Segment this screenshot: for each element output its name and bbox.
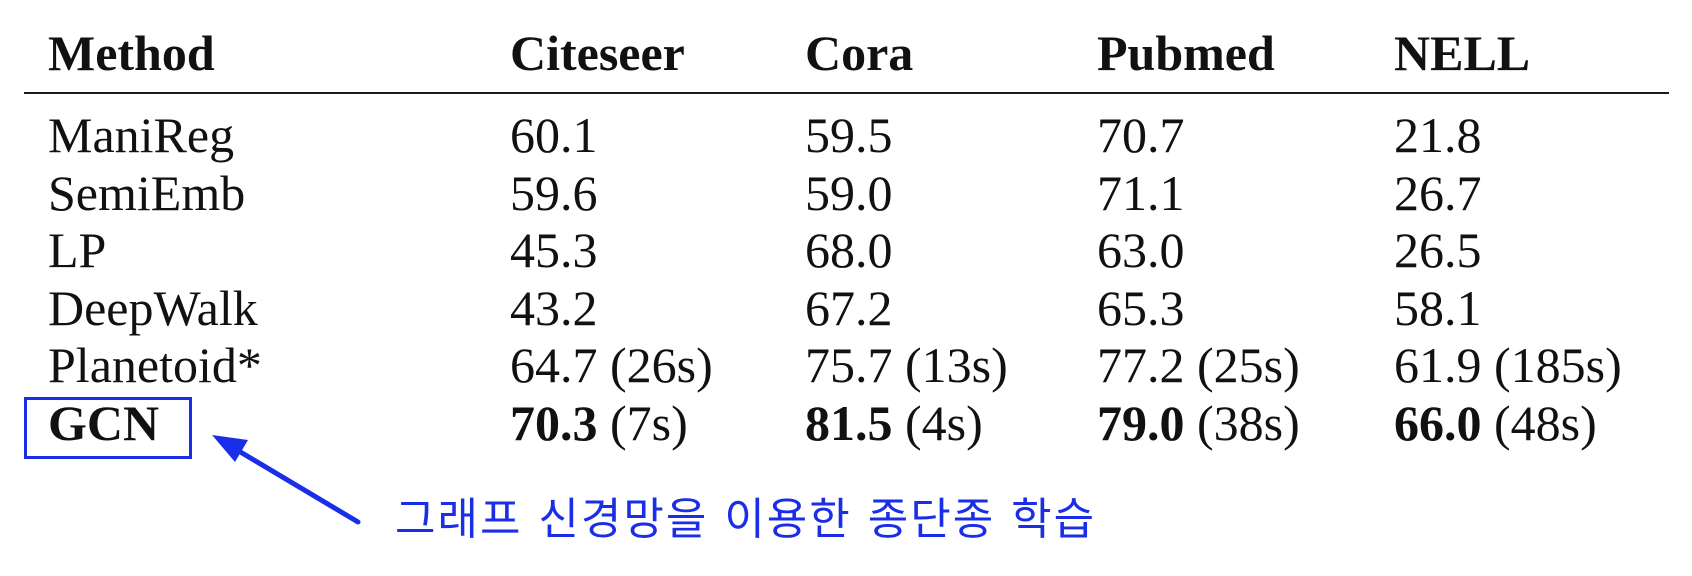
cell-pubmed: 71.1	[1097, 164, 1185, 222]
row-method: SemiEmb	[48, 165, 246, 221]
runtime: (4s)	[905, 395, 983, 451]
runtime: (48s)	[1494, 395, 1597, 451]
cell-citeseer: 45.3	[510, 221, 598, 279]
runtime: (25s)	[1197, 337, 1300, 393]
score: 71.1	[1097, 165, 1185, 221]
score: 26.7	[1394, 165, 1482, 221]
cell-nell: 66.0 (48s)	[1394, 394, 1597, 452]
score: 59.5	[805, 107, 893, 163]
cell-cora: 68.0	[805, 221, 893, 279]
score-best: 79.0	[1097, 395, 1185, 451]
row-method: ManiReg	[48, 107, 235, 163]
header-method: Method	[48, 25, 215, 81]
results-table: Method Citeseer Cora Pubmed NELL ManiReg…	[24, 25, 1669, 452]
cell-pubmed: 77.2 (25s)	[1097, 336, 1300, 394]
score: 26.5	[1394, 222, 1482, 278]
score: 21.8	[1394, 107, 1482, 163]
score: 60.1	[510, 107, 598, 163]
cell-citeseer: 70.3 (7s)	[510, 394, 688, 452]
cell-cora: 59.0	[805, 164, 893, 222]
cell-cora: 59.5	[805, 106, 893, 164]
cell-citeseer: 64.7 (26s)	[510, 336, 713, 394]
score: 64.7	[510, 337, 598, 393]
score: 63.0	[1097, 222, 1185, 278]
score-best: 70.3	[510, 395, 598, 451]
score: 77.2	[1097, 337, 1185, 393]
score: 75.7	[805, 337, 893, 393]
score: 61.9	[1394, 337, 1482, 393]
cell-pubmed: 63.0	[1097, 221, 1185, 279]
score: 67.2	[805, 280, 893, 336]
cell-pubmed: 65.3	[1097, 279, 1185, 337]
runtime: (38s)	[1197, 395, 1300, 451]
score: 70.7	[1097, 107, 1185, 163]
score: 58.1	[1394, 280, 1482, 336]
cell-nell: 26.7	[1394, 164, 1482, 222]
header-rule	[24, 92, 1669, 94]
cell-cora: 67.2	[805, 279, 893, 337]
row-method: LP	[48, 222, 107, 278]
runtime: (26s)	[610, 337, 713, 393]
cell-pubmed: 79.0 (38s)	[1097, 394, 1300, 452]
cell-citeseer: 43.2	[510, 279, 598, 337]
cell-nell: 21.8	[1394, 106, 1482, 164]
score: 45.3	[510, 222, 598, 278]
cell-cora: 75.7 (13s)	[805, 336, 1008, 394]
runtime: (13s)	[905, 337, 1008, 393]
score-best: 81.5	[805, 395, 893, 451]
score: 68.0	[805, 222, 893, 278]
row-method: Planetoid*	[48, 337, 262, 393]
header-pubmed: Pubmed	[1097, 25, 1275, 81]
score-best: 66.0	[1394, 395, 1482, 451]
cell-citeseer: 59.6	[510, 164, 598, 222]
score: 59.0	[805, 165, 893, 221]
score: 43.2	[510, 280, 598, 336]
cell-nell: 61.9 (185s)	[1394, 336, 1622, 394]
score: 65.3	[1097, 280, 1185, 336]
row-method-gcn: GCN	[48, 395, 160, 451]
cell-cora: 81.5 (4s)	[805, 394, 983, 452]
header-nell: NELL	[1394, 25, 1531, 81]
header-citeseer: Citeseer	[510, 25, 685, 81]
cell-nell: 26.5	[1394, 221, 1482, 279]
cell-pubmed: 70.7	[1097, 106, 1185, 164]
score: 59.6	[510, 165, 598, 221]
row-method: DeepWalk	[48, 280, 258, 336]
gcn-highlight-box	[24, 397, 192, 459]
header-cora: Cora	[805, 25, 914, 81]
annotation-text: 그래프 신경망을 이용한 종단종 학습	[395, 494, 1097, 545]
runtime: (7s)	[610, 395, 688, 451]
cell-citeseer: 60.1	[510, 106, 598, 164]
cell-nell: 58.1	[1394, 279, 1482, 337]
runtime: (185s)	[1494, 337, 1622, 393]
